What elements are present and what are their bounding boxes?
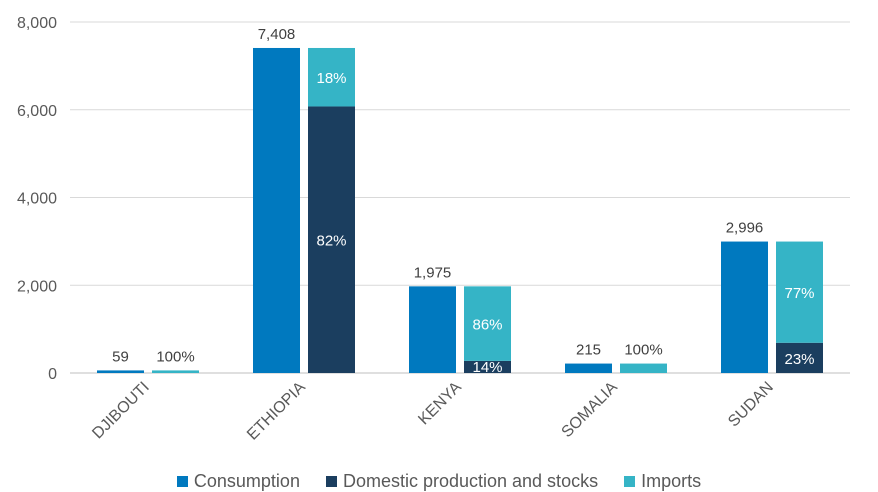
bars: 59 100% 7,408 82% 18% 1,975 14% 86% 215 100% 2,996…	[97, 26, 823, 376]
bar-consumption[interactable]	[253, 47, 300, 373]
data-label-imports: 18%	[316, 70, 346, 87]
gridlines	[70, 21, 850, 374]
y-tick-label: 2,000	[17, 278, 57, 295]
legend-label-domestic: Domestic production and stocks	[342, 470, 599, 491]
legend-swatch-consumption	[176, 475, 188, 487]
data-label-consumption: 215	[576, 342, 601, 359]
data-label-domestic: 23%	[784, 351, 814, 368]
data-label-imports: 100%	[624, 342, 662, 359]
data-label-imports: 100%	[156, 348, 194, 365]
y-tick-label: 6,000	[17, 103, 57, 120]
x-tick-label: DJIBOUTI	[89, 379, 153, 443]
bar-domestic[interactable]	[308, 106, 355, 373]
x-tick-label: KENYA	[415, 379, 465, 429]
data-label-domestic: 82%	[316, 233, 346, 250]
bar-imports[interactable]	[776, 241, 823, 343]
y-tick-label: 0	[48, 366, 57, 383]
data-label-consumption: 2,996	[726, 220, 764, 237]
legend-item-domestic[interactable]: Domestic production and stocks	[325, 470, 599, 491]
x-tick-label: SUDAN	[725, 379, 777, 431]
legend-label-consumption: Consumption	[193, 470, 300, 491]
x-tick-label: SOMALIA	[559, 379, 622, 442]
bar-consumption[interactable]	[97, 370, 144, 373]
y-tick-label: 8,000	[17, 15, 57, 32]
bar-consumption[interactable]	[721, 241, 768, 373]
data-label-imports: 86%	[472, 317, 502, 334]
bar-consumption[interactable]	[565, 363, 612, 373]
x-axis: DJIBOUTI ETHIOPIA KENYA SOMALIA SUDAN	[89, 379, 777, 444]
bar-domestic[interactable]	[464, 360, 511, 373]
y-tick-label: 4,000	[17, 191, 57, 208]
bar-consumption[interactable]	[409, 286, 456, 373]
legend-swatch-imports	[624, 475, 636, 487]
bar-imports[interactable]	[308, 47, 355, 107]
legend-item-consumption[interactable]: Consumption	[176, 470, 300, 491]
legend-label-imports: Imports	[641, 470, 702, 491]
legend-swatch-domestic	[325, 475, 337, 487]
bar-imports[interactable]	[620, 363, 667, 373]
bar-domestic[interactable]	[776, 342, 823, 373]
data-label-consumption: 7,408	[258, 26, 296, 43]
legend-item-imports[interactable]: Imports	[624, 470, 702, 491]
data-label-consumption: 1,975	[414, 264, 452, 281]
bar-imports[interactable]	[152, 370, 199, 373]
data-label-domestic: 14%	[472, 359, 502, 376]
x-tick-label: ETHIOPIA	[244, 379, 309, 444]
bar-imports[interactable]	[464, 286, 511, 361]
data-label-consumption: 59	[112, 348, 129, 365]
legend: Consumption Domestic production and stoc…	[0, 470, 878, 491]
data-label-imports: 77%	[784, 285, 814, 302]
y-axis: 0 2,000 4,000 6,000 8,000	[17, 15, 57, 383]
